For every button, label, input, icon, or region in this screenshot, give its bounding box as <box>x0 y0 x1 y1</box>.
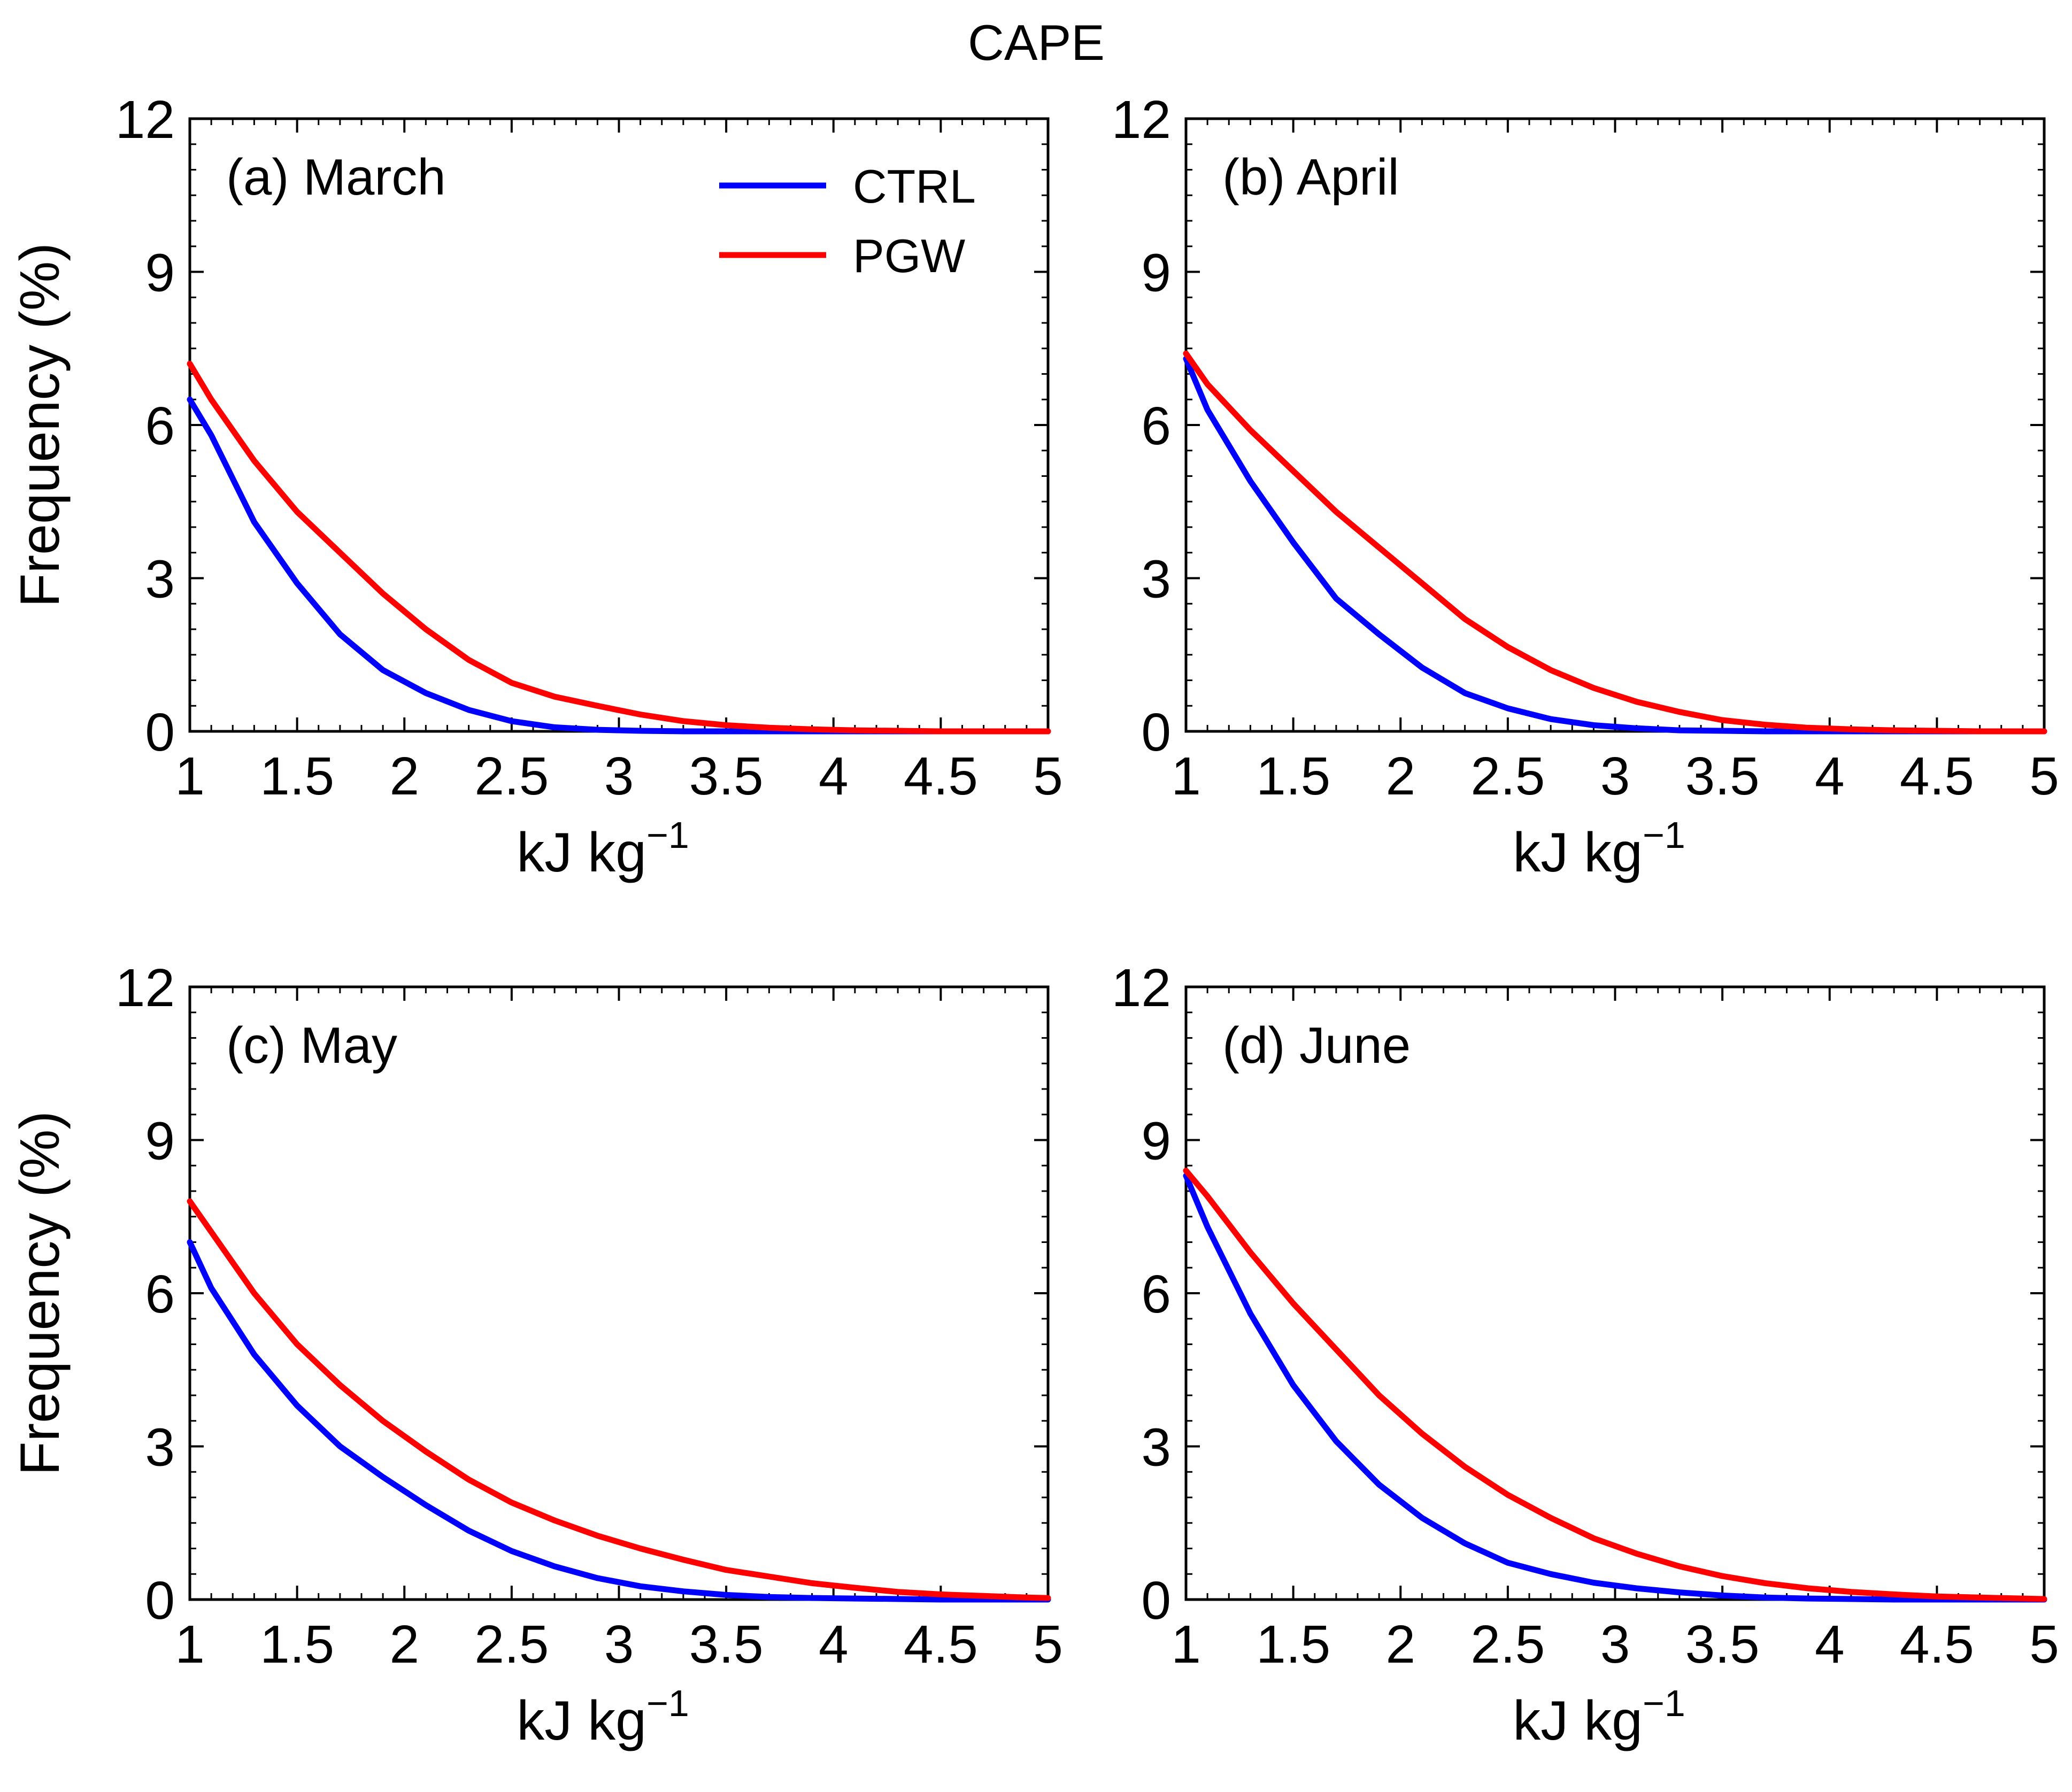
y-tick-label: 6 <box>145 396 175 456</box>
legend: CTRL PGW <box>719 160 976 282</box>
x-tick-label: 3 <box>1600 746 1630 806</box>
y-tick-label: 3 <box>145 1418 175 1478</box>
x-axis-label: kJ kg−1 <box>1513 1682 1685 1752</box>
y-tick-label: 3 <box>1141 1418 1171 1478</box>
x-axis-label: kJ kg−1 <box>517 814 689 884</box>
x-axis-label-text: kJ kg <box>517 1690 646 1752</box>
panel-4: 1 1.5 2 2.5 3 3.5 4 4.5 5 0 3 6 9 12 kJ kg−1 (d) June <box>1112 958 2059 1752</box>
x-axis-label-exponent: −1 <box>1643 1682 1685 1724</box>
y-tick-label: 6 <box>1141 396 1171 456</box>
x-tick-label: 2 <box>1385 746 1415 806</box>
panel-label: (a) March <box>226 149 446 206</box>
x-tick-label: 3.5 <box>1685 746 1760 806</box>
y-tick-label: 9 <box>1141 1111 1171 1171</box>
x-tick-label: 3.5 <box>1685 1615 1760 1674</box>
y-tick-label: 0 <box>145 1571 175 1631</box>
x-tick-label: 2.5 <box>1470 1615 1545 1674</box>
x-tick-label: 4 <box>1815 1615 1845 1674</box>
panel-3: 1 1.5 2 2.5 3 3.5 4 4.5 5 0 3 6 9 12 kJ kg−1 Frequency … <box>9 958 1063 1752</box>
x-tick-label: 1.5 <box>260 1615 334 1674</box>
y-tick-label: 0 <box>1141 702 1171 762</box>
x-axis-label: kJ kg−1 <box>1513 814 1685 884</box>
y-tick-label: 9 <box>145 243 175 303</box>
x-tick-label: 1.5 <box>1256 746 1330 806</box>
x-tick-label: 3 <box>604 746 634 806</box>
x-tick-label: 5 <box>2029 746 2059 806</box>
x-tick-label: 4.5 <box>1900 746 1974 806</box>
y-tick-label: 6 <box>145 1264 175 1324</box>
x-tick-label: 1 <box>1171 1615 1201 1674</box>
panel-label: (d) June <box>1222 1017 1411 1074</box>
x-axis-label: kJ kg−1 <box>517 1682 689 1752</box>
series-line-ctrl <box>1183 356 2047 735</box>
y-tick-label: 0 <box>1141 1571 1171 1631</box>
panel-label: (c) May <box>226 1017 397 1074</box>
series-line-ctrl <box>187 1239 1051 1603</box>
panel-label: (b) April <box>1222 149 1399 206</box>
legend-label-pgw: PGW <box>853 229 965 282</box>
x-tick-label: 4 <box>819 746 849 806</box>
x-axis-label-exponent: −1 <box>1643 814 1685 856</box>
x-axis-label-text: kJ kg <box>517 822 646 884</box>
series-line-ctrl <box>187 396 1051 735</box>
series-line-ctrl <box>1183 1172 2047 1603</box>
panel-2: 1 1.5 2 2.5 3 3.5 4 4.5 5 0 3 6 9 12 kJ kg−1 (b) April <box>1112 90 2059 884</box>
x-tick-label: 5 <box>2029 1615 2059 1674</box>
x-tick-label: 2.5 <box>1470 746 1545 806</box>
y-axis-label: Frequency (%) <box>9 243 71 607</box>
y-tick-label: 12 <box>115 958 175 1018</box>
x-tick-label: 2.5 <box>474 1615 549 1674</box>
x-tick-label: 1 <box>1171 746 1201 806</box>
axes-box <box>1184 985 2046 1601</box>
figure-title: CAPE <box>968 14 1105 71</box>
y-tick-label: 9 <box>145 1111 175 1171</box>
legend-label-ctrl: CTRL <box>853 160 976 213</box>
x-axis-label-text: kJ kg <box>1513 1690 1643 1752</box>
x-tick-label: 4 <box>819 1615 849 1674</box>
x-tick-label: 3 <box>1600 1615 1630 1674</box>
x-tick-label: 3 <box>604 1615 634 1674</box>
x-tick-label: 5 <box>1033 1615 1063 1674</box>
x-tick-label: 1 <box>175 746 205 806</box>
x-tick-label: 2.5 <box>474 746 549 806</box>
x-tick-label: 1.5 <box>1256 1615 1330 1674</box>
x-tick-label: 4.5 <box>904 1615 978 1674</box>
panel-1: 1 1.5 2 2.5 3 3.5 4 4.5 5 0 3 6 9 12 kJ kg−1 Frequency … <box>9 90 1063 884</box>
series-line-pgw <box>187 360 1051 735</box>
y-tick-label: 12 <box>1112 958 1171 1018</box>
series-line-pgw <box>1183 1168 2047 1602</box>
y-tick-label: 9 <box>1141 243 1171 303</box>
x-tick-label: 5 <box>1033 746 1063 806</box>
x-tick-label: 3.5 <box>689 1615 764 1674</box>
x-axis-label-exponent: −1 <box>646 814 689 856</box>
x-axis-label-exponent: −1 <box>646 1682 689 1724</box>
x-tick-label: 4.5 <box>904 746 978 806</box>
y-tick-label: 12 <box>115 90 175 150</box>
y-axis-label: Frequency (%) <box>9 1111 71 1476</box>
x-tick-label: 2 <box>1385 1615 1415 1674</box>
y-tick-label: 3 <box>1141 550 1171 609</box>
y-tick-label: 3 <box>145 550 175 609</box>
axes-box <box>188 985 1050 1601</box>
x-tick-label: 4 <box>1815 746 1845 806</box>
x-tick-label: 4.5 <box>1900 1615 1974 1674</box>
x-axis-label-text: kJ kg <box>1513 822 1643 884</box>
x-tick-label: 2 <box>389 746 419 806</box>
x-tick-label: 1.5 <box>260 746 334 806</box>
x-tick-label: 2 <box>389 1615 419 1674</box>
axes-box <box>1184 117 2046 733</box>
y-tick-label: 0 <box>145 702 175 762</box>
series-line-pgw <box>187 1198 1051 1601</box>
y-tick-label: 12 <box>1112 90 1171 150</box>
x-tick-label: 1 <box>175 1615 205 1674</box>
x-tick-label: 3.5 <box>689 746 764 806</box>
series-line-pgw <box>1183 350 2047 735</box>
y-tick-label: 6 <box>1141 1264 1171 1324</box>
